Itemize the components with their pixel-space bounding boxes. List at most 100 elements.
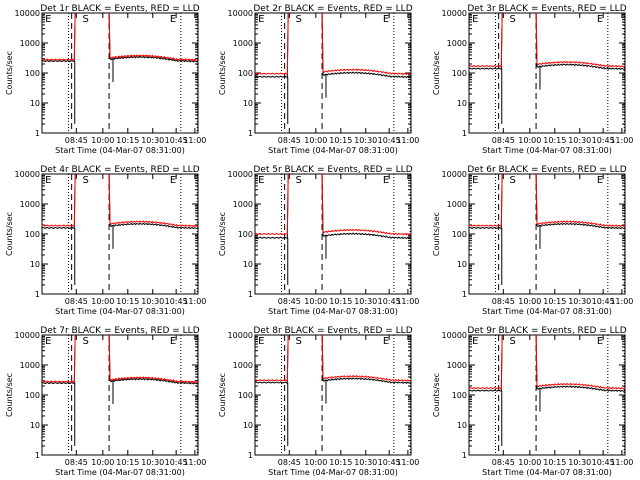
x-tick-label: 08:45 — [492, 136, 515, 145]
x-axis-label: Start Time (04-Mar-07 08:31:00) — [482, 307, 612, 316]
y-tick-label: 1 — [462, 129, 467, 138]
event-annotation: E — [597, 14, 603, 25]
y-tick-label: 10000 — [442, 331, 467, 340]
y-tick-label: 1000 — [447, 200, 467, 209]
panel-title: Det 9r BLACK = Events, RED = LLD — [467, 326, 626, 336]
y-axis-label: Counts/sec — [432, 51, 441, 95]
y-axis-label: Counts/sec — [218, 373, 227, 417]
plot-frame — [254, 334, 412, 456]
x-tick-label: 10:45 — [165, 458, 188, 467]
x-tick-label: 11:00 — [396, 458, 419, 467]
x-tick-label: 10:45 — [165, 136, 188, 145]
detector-panel: Det 7r BLACK = Events, RED = LLD 1 10 100 10… — [5, 326, 206, 477]
event-annotation: S — [83, 336, 89, 347]
plot-frame — [468, 12, 626, 134]
y-tick-label: 10 — [243, 260, 253, 269]
y-tick-label: 100 — [452, 391, 467, 400]
y-tick-label: 10 — [30, 421, 40, 430]
plot-frame — [468, 334, 626, 456]
y-axis-label: Counts/sec — [432, 212, 441, 256]
x-tick-label: 10:15 — [543, 297, 566, 306]
y-tick-label: 100 — [238, 230, 253, 239]
x-tick-label: 08:45 — [278, 297, 301, 306]
detector-panel: Det 2r BLACK = Events, RED = LLD 1 10 100 10… — [218, 4, 419, 155]
y-tick-label: 1000 — [20, 39, 40, 48]
plot-frame — [41, 173, 199, 295]
x-tick-label: 10:15 — [329, 297, 352, 306]
x-tick-label: 10:15 — [329, 136, 352, 145]
event-annotation: E — [258, 14, 264, 25]
y-tick-label: 1000 — [20, 361, 40, 370]
y-tick-label: 100 — [238, 391, 253, 400]
event-annotation: E — [258, 175, 264, 186]
y-tick-label: 10 — [30, 260, 40, 269]
x-tick-label: 11:00 — [396, 136, 419, 145]
x-tick-label: 10:00 — [518, 297, 541, 306]
lld-series-line — [42, 174, 198, 228]
x-tick-label: 10:45 — [165, 297, 188, 306]
y-tick-label: 10 — [243, 99, 253, 108]
y-tick-label: 1 — [462, 451, 467, 460]
x-axis-label: Start Time (04-Mar-07 08:31:00) — [482, 468, 612, 477]
x-tick-label: 10:45 — [592, 297, 615, 306]
y-tick-label: 100 — [452, 230, 467, 239]
detector-panel: Det 5r BLACK = Events, RED = LLD 1 10 100 10… — [218, 165, 419, 316]
y-tick-label: 1 — [248, 129, 253, 138]
event-annotation: E — [472, 336, 478, 347]
y-tick-label: 100 — [238, 69, 253, 78]
events-series-line — [255, 174, 411, 240]
y-tick-label: 1000 — [20, 200, 40, 209]
lld-series-line — [469, 13, 625, 68]
plot-frame — [41, 334, 199, 456]
y-axis-label: Counts/sec — [432, 373, 441, 417]
panel-title: Det 2r BLACK = Events, RED = LLD — [253, 4, 412, 14]
x-tick-label: 08:45 — [65, 297, 88, 306]
x-tick-label: 10:00 — [304, 136, 327, 145]
y-tick-label: 10 — [457, 260, 467, 269]
x-tick-label: 10:00 — [91, 136, 114, 145]
y-tick-label: 100 — [25, 230, 40, 239]
x-axis-label: Start Time (04-Mar-07 08:31:00) — [55, 146, 185, 155]
x-tick-label: 10:45 — [378, 297, 401, 306]
y-axis-label: Counts/sec — [5, 212, 14, 256]
x-tick-label: 10:45 — [592, 136, 615, 145]
panel-title: Det 1r BLACK = Events, RED = LLD — [40, 4, 199, 14]
event-annotation: S — [296, 175, 302, 186]
x-tick-label: 10:30 — [568, 458, 591, 467]
plot-frame — [468, 173, 626, 295]
event-annotation: E — [170, 336, 176, 347]
x-axis-label: Start Time (04-Mar-07 08:31:00) — [268, 146, 398, 155]
x-tick-label: 10:45 — [378, 136, 401, 145]
y-tick-label: 10000 — [228, 170, 253, 179]
x-tick-label: 10:00 — [518, 458, 541, 467]
detector-panel: Det 9r BLACK = Events, RED = LLD 1 10 100 10… — [432, 326, 633, 477]
event-annotation: E — [45, 336, 51, 347]
lld-series-line — [42, 335, 198, 384]
y-tick-label: 10 — [30, 99, 40, 108]
event-annotation: E — [170, 175, 176, 186]
event-annotation: E — [472, 175, 478, 186]
events-series-line — [42, 13, 198, 63]
y-tick-label: 10000 — [228, 331, 253, 340]
events-series-line — [469, 174, 625, 230]
x-tick-label: 10:00 — [518, 136, 541, 145]
events-series-line — [42, 335, 198, 385]
detector-panel: Det 3r BLACK = Events, RED = LLD 1 10 100 10… — [432, 4, 633, 155]
x-tick-label: 10:45 — [378, 458, 401, 467]
x-tick-label: 08:45 — [65, 458, 88, 467]
y-tick-label: 1 — [35, 129, 40, 138]
x-tick-label: 10:30 — [568, 136, 591, 145]
events-series-line — [255, 13, 411, 79]
x-tick-label: 11:00 — [183, 297, 206, 306]
x-tick-label: 10:00 — [91, 297, 114, 306]
x-tick-label: 08:45 — [65, 136, 88, 145]
x-tick-label: 10:30 — [354, 136, 377, 145]
x-tick-label: 11:00 — [183, 458, 206, 467]
events-series-line — [469, 335, 625, 393]
event-annotation: S — [510, 14, 516, 25]
y-tick-label: 1 — [248, 290, 253, 299]
y-tick-label: 10000 — [228, 9, 253, 18]
panel-title: Det 6r BLACK = Events, RED = LLD — [467, 165, 626, 175]
x-tick-label: 11:00 — [610, 297, 633, 306]
